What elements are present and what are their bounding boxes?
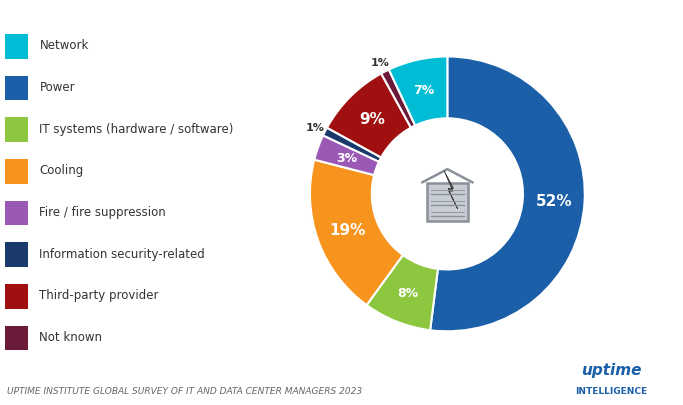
Text: 8%: 8% [398, 287, 419, 300]
Text: Information security-related: Information security-related [40, 247, 205, 260]
Bar [5, 243, 28, 267]
Wedge shape [327, 74, 411, 158]
Wedge shape [314, 136, 379, 176]
Text: Fire / fire suppression: Fire / fire suppression [40, 205, 166, 218]
Text: 19%: 19% [329, 223, 365, 238]
Text: uptime: uptime [581, 362, 641, 377]
Bar [5, 284, 28, 309]
Text: 9%: 9% [359, 112, 385, 127]
Bar [5, 77, 28, 101]
Polygon shape [444, 171, 458, 209]
Wedge shape [381, 70, 415, 128]
Wedge shape [323, 128, 381, 162]
Text: INTELLIGENCE: INTELLIGENCE [575, 386, 647, 395]
Text: 3%: 3% [337, 152, 358, 165]
Bar [5, 160, 28, 184]
Wedge shape [430, 58, 585, 331]
Text: UPTIME INSTITUTE GLOBAL SURVEY OF IT AND DATA CENTER MANAGERS 2023: UPTIME INSTITUTE GLOBAL SURVEY OF IT AND… [7, 386, 362, 395]
Wedge shape [367, 256, 438, 330]
Text: 1%: 1% [371, 58, 389, 68]
Text: 1%: 1% [306, 122, 324, 132]
Text: 52%: 52% [535, 194, 572, 209]
Bar [5, 118, 28, 143]
Text: Power: Power [40, 81, 75, 94]
Text: 7%: 7% [413, 84, 435, 97]
Text: Third-party provider: Third-party provider [40, 289, 159, 302]
Text: Cooling: Cooling [40, 164, 84, 177]
Bar [5, 201, 28, 226]
Text: Not known: Not known [40, 330, 102, 343]
Bar [427, 183, 468, 222]
Bar [5, 35, 28, 60]
Wedge shape [310, 160, 403, 305]
Text: IT systems (hardware / software): IT systems (hardware / software) [40, 122, 234, 135]
Bar [5, 326, 28, 350]
Text: Network: Network [40, 39, 89, 52]
Wedge shape [389, 58, 447, 126]
